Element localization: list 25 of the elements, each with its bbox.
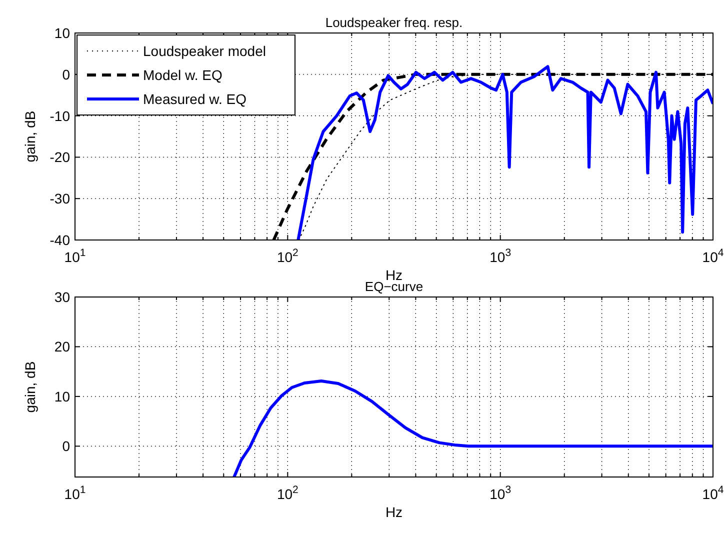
legend-label: Model w. EQ bbox=[143, 67, 222, 83]
chart-title: Loudspeaker freq. resp. bbox=[325, 15, 463, 30]
x-tick-label: 10$^{1}$ bbox=[64, 484, 86, 502]
y-tick-label: 20 bbox=[54, 338, 70, 355]
y-tick-label: -20 bbox=[50, 149, 70, 166]
y-axis-title: gain, dB bbox=[22, 361, 38, 413]
x-tick-label: 10$^{2}$ bbox=[276, 484, 299, 502]
y-tick-label: 10 bbox=[54, 25, 70, 41]
y-tick-label: 0 bbox=[62, 438, 70, 454]
x-tick-label: 10$^{3}$ bbox=[490, 247, 512, 265]
y-tick-label: -30 bbox=[50, 190, 70, 207]
legend-label: Loudspeaker model bbox=[143, 43, 266, 59]
y-tick-label: 0 bbox=[62, 66, 70, 82]
legend-label: Measured w. EQ bbox=[143, 91, 247, 107]
x-tick-label: 10$^{4}$ bbox=[702, 484, 724, 502]
x-axis-title: Hz bbox=[385, 504, 403, 520]
y-tick-label: -10 bbox=[50, 108, 70, 124]
y-tick-label: 10 bbox=[54, 388, 70, 404]
y-axis-title: gain, dB bbox=[22, 110, 38, 162]
x-tick-label: 10$^{3}$ bbox=[490, 484, 512, 502]
x-tick-label: 10$^{1}$ bbox=[64, 247, 86, 265]
x-tick-label: 10$^{2}$ bbox=[276, 247, 299, 265]
x-tick-label: 10$^{4}$ bbox=[702, 247, 724, 265]
y-tick-label: 30 bbox=[54, 289, 70, 305]
y-tick-label: -40 bbox=[50, 232, 70, 248]
